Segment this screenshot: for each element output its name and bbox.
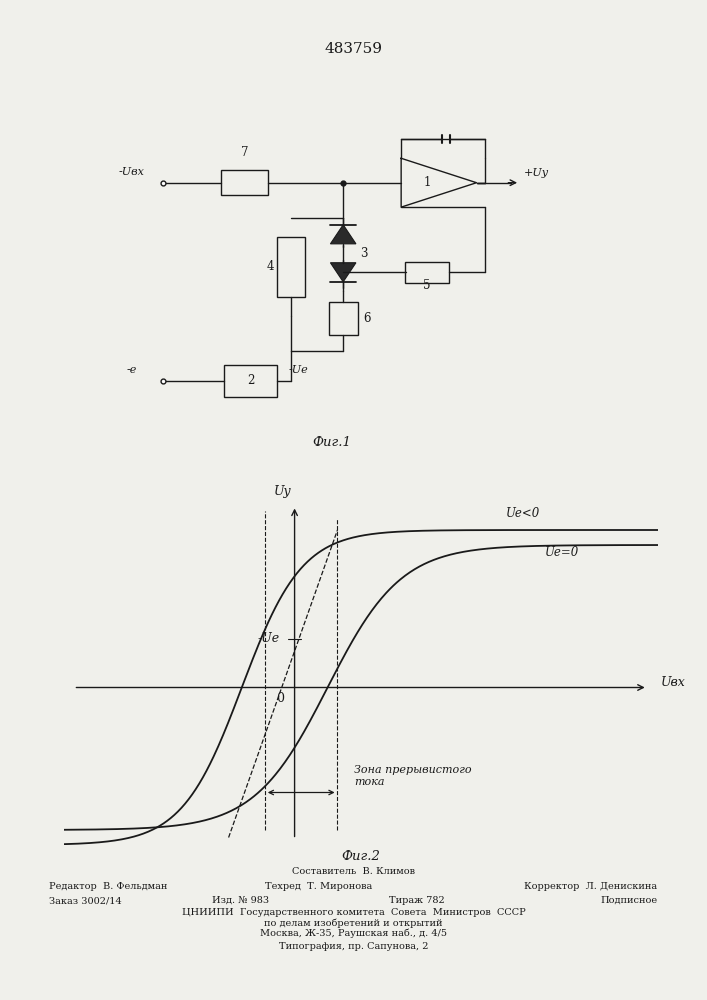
Bar bbox=[224, 365, 276, 397]
Text: 5: 5 bbox=[423, 279, 431, 292]
Text: Техред  Т. Миронова: Техред Т. Миронова bbox=[264, 882, 372, 891]
Text: Составитель  В. Климов: Составитель В. Климов bbox=[292, 867, 415, 876]
Text: 2: 2 bbox=[247, 374, 254, 387]
Text: ЦНИИПИ  Государственного комитета  Совета  Министров  СССР: ЦНИИПИ Государственного комитета Совета … bbox=[182, 908, 525, 917]
Text: Типография, пр. Сапунова, 2: Типография, пр. Сапунова, 2 bbox=[279, 942, 428, 951]
Text: Uе<0: Uе<0 bbox=[506, 507, 540, 520]
Text: 6: 6 bbox=[363, 312, 371, 325]
Text: -Uе: -Uе bbox=[288, 365, 308, 375]
Text: Тираж 782: Тираж 782 bbox=[389, 896, 445, 905]
Text: Фиг.2: Фиг.2 bbox=[341, 850, 380, 863]
Text: Редактор  В. Фельдман: Редактор В. Фельдман bbox=[49, 882, 168, 891]
Text: -e: -e bbox=[127, 365, 136, 375]
Text: 483759: 483759 bbox=[325, 42, 382, 56]
Text: 3: 3 bbox=[361, 247, 368, 260]
Text: Подписное: Подписное bbox=[600, 896, 658, 905]
Text: Зона прерывистого
тока: Зона прерывистого тока bbox=[354, 765, 472, 787]
Polygon shape bbox=[330, 225, 356, 244]
Text: +Uу: +Uу bbox=[524, 168, 549, 178]
Text: 0: 0 bbox=[276, 692, 284, 705]
Text: Москва, Ж-35, Раушская наб., д. 4/5: Москва, Ж-35, Раушская наб., д. 4/5 bbox=[260, 928, 447, 938]
Bar bbox=[406, 262, 449, 283]
Text: 7: 7 bbox=[241, 146, 248, 159]
Bar bbox=[221, 170, 268, 195]
Text: Uу: Uу bbox=[274, 485, 291, 498]
Text: Фиг.1: Фиг.1 bbox=[312, 436, 351, 449]
Bar bbox=[276, 237, 305, 297]
Bar bbox=[329, 302, 358, 335]
Text: Заказ 3002/14: Заказ 3002/14 bbox=[49, 896, 122, 905]
Text: -Uвх: -Uвх bbox=[119, 167, 144, 177]
Text: -Uе: -Uе bbox=[258, 632, 280, 645]
Polygon shape bbox=[330, 263, 356, 282]
Text: по делам изобретений и открытий: по делам изобретений и открытий bbox=[264, 918, 443, 928]
Text: 1: 1 bbox=[423, 176, 431, 189]
Text: Uвх: Uвх bbox=[661, 676, 686, 690]
Text: Корректор  Л. Денискина: Корректор Л. Денискина bbox=[525, 882, 658, 891]
Text: Uе=0: Uе=0 bbox=[545, 546, 580, 559]
Text: 4: 4 bbox=[267, 260, 274, 273]
Text: Изд. № 983: Изд. № 983 bbox=[212, 896, 269, 905]
